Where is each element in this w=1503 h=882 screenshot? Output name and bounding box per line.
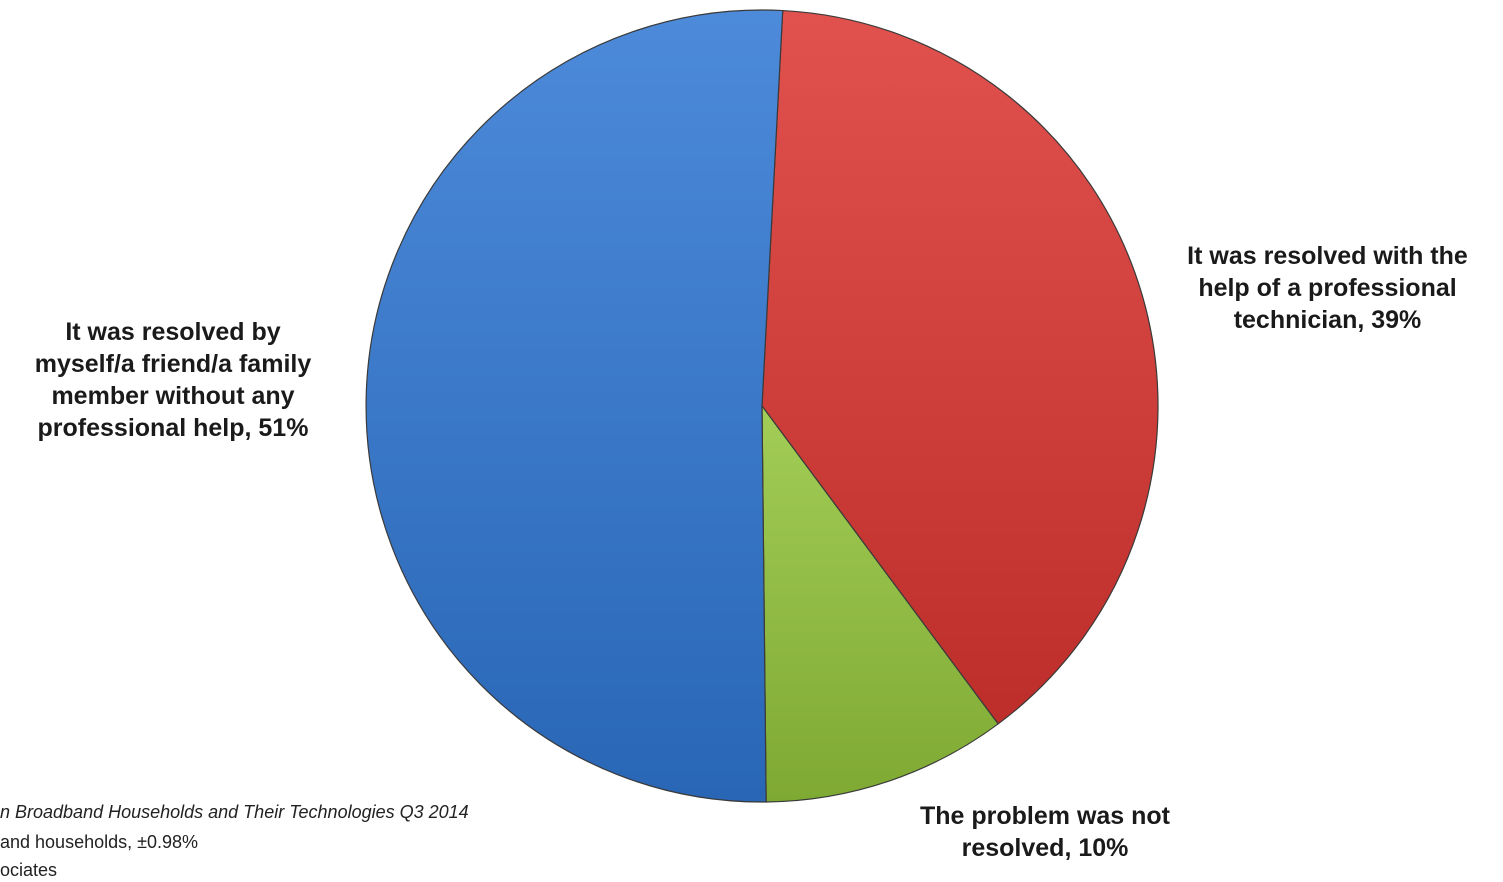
pie-slices [365,9,1159,803]
source-note-line-3: ociates [0,860,58,880]
pie-slice-professional-technician [761,9,1159,725]
source-note-line-1: n Broadband Households and Their Technol… [0,802,469,822]
slice-label-self-resolved: It was resolved by myself/a friend/a fam… [34,318,312,442]
pie-slice-not-resolved [761,405,999,803]
source-note-line-2: and households, ±0.98% [0,832,199,852]
slice-label-not-resolved: The problem was not resolved, 10% [919,802,1171,862]
slice-label-professional-technician: It was resolved with the help of a profe… [1187,242,1468,334]
pie-slice-self-resolved [365,9,784,803]
